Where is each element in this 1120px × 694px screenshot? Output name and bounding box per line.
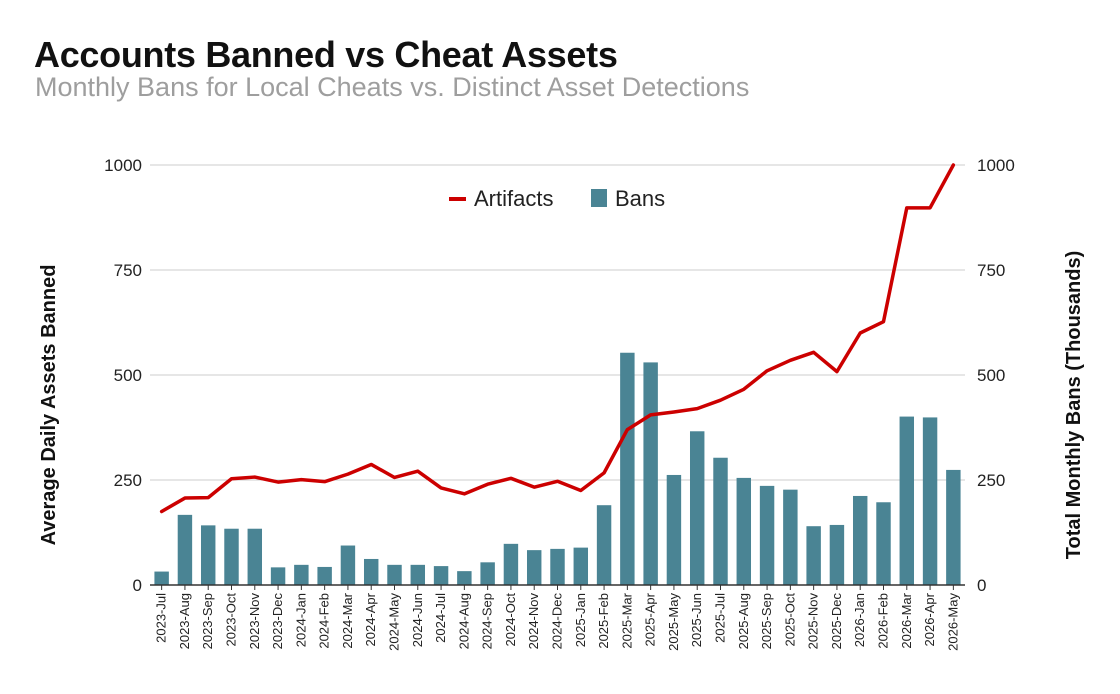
x-tick-label: 2025-Oct [782,593,797,647]
x-tick-label: 2025-Apr [643,592,658,646]
x-tick-label: 2023-Jul [154,593,169,643]
bar [154,571,169,585]
x-tick-label: 2024-Sep [480,593,495,649]
bar [922,417,938,585]
y-tick-label-right: 750 [977,261,1005,280]
y-tick-label-left: 750 [114,261,142,280]
y-tick-label-right: 250 [977,471,1005,490]
bar [852,495,868,585]
x-tick-label: 2026-Feb [876,593,891,649]
bar [433,566,449,585]
bar [876,502,891,585]
bar [503,543,519,585]
artifacts-line-path [159,163,956,514]
x-tick-label: 2024-Jan [293,593,308,647]
gridlines [150,164,965,481]
x-tick-label: 2025-Jun [689,593,704,647]
x-tick-label: 2025-Mar [619,592,634,648]
chart-title: Accounts Banned vs Cheat Assets [34,34,618,75]
bar [247,528,263,585]
bar [783,489,798,585]
x-tick-label: 2023-Oct [224,593,239,647]
bar [713,457,728,585]
bar [294,564,309,585]
bar [457,571,472,585]
y-tick-label-left: 0 [133,576,142,595]
x-tick-label: 2025-Sep [759,593,774,649]
bar [620,352,635,585]
x-tick-label: 2024-Oct [503,593,518,647]
legend-bans-label: Bans [615,186,665,211]
bar [573,547,589,585]
x-tick-label: 2026-Jan [852,593,867,647]
x-tick-label: 2024-Apr [363,592,378,646]
x-tick-label: 2026-Apr [922,592,937,646]
x-tick-label: 2023-Nov [247,593,262,650]
x-tick-label: 2025-Aug [736,593,751,649]
bar [526,550,542,585]
y-tick-label-right: 0 [977,576,986,595]
artifacts-line [159,163,956,514]
bar [410,564,426,585]
bar [340,545,356,585]
x-tick-label: 2024-Feb [317,593,332,649]
y-tick-label-left: 500 [114,366,142,385]
bar [899,416,915,585]
bar [224,528,239,585]
x-tick-label: 2025-Dec [829,593,844,650]
bar [177,514,193,585]
bar [736,477,752,585]
axes: 0 250 500 750 1000 0 250 500 750 1000 2023-Jul 2023… [104,156,1015,651]
bar [317,566,332,585]
bar [200,525,216,585]
x-tick-label: 2025-Feb [596,593,611,649]
y-tick-label-right: 1000 [977,156,1015,175]
x-tick-label: 2024-Jul [433,593,448,643]
bans-bars [154,352,961,585]
x-tick-label: 2023-Sep [200,593,215,649]
x-tick-label: 2024-May [387,593,402,651]
bar [643,362,658,585]
bar [666,474,682,585]
legend-artifacts-label: Artifacts [474,186,553,211]
x-tick-label: 2024-Jun [410,593,425,647]
x-tick-label: 2023-Aug [177,593,192,649]
x-tick-label: 2025-May [666,593,681,651]
x-tick-label: 2024-Dec [550,593,565,650]
x-tick-label: 2025-Jan [573,593,588,647]
x-tick-label: 2024-Mar [340,592,355,648]
bar [550,548,565,585]
chart-subtitle: Monthly Bans for Local Cheats vs. Distin… [35,72,750,102]
y-tick-label-right: 500 [977,366,1005,385]
x-tick-label: 2023-Dec [270,593,285,650]
y-tick-label-left: 250 [114,471,142,490]
x-tick-label: 2026-Mar [899,592,914,648]
bar [806,526,821,585]
y-axis-label-left: Average Daily Assets Banned [38,265,60,546]
bar [387,564,402,585]
legend-bans-swatch [591,189,607,207]
y-axis-label-right: Total Monthly Bans (Thousands) [1063,251,1085,560]
bar [480,562,495,585]
legend: Artifacts Bans [449,186,665,211]
x-tick-label: 2024-Nov [526,593,541,650]
x-tick-label: 2025-Jul [713,593,728,643]
x-tick-label: 2025-Nov [806,593,821,650]
bar [689,431,705,585]
bar [596,505,612,585]
bar [946,469,961,585]
bar [363,558,379,585]
bar [270,567,286,585]
x-tick-label: 2026-May [945,593,960,651]
bar [829,524,845,585]
y-tick-label-left: 1000 [104,156,142,175]
bar [759,485,775,585]
x-tick-label: 2024-Aug [456,593,471,649]
